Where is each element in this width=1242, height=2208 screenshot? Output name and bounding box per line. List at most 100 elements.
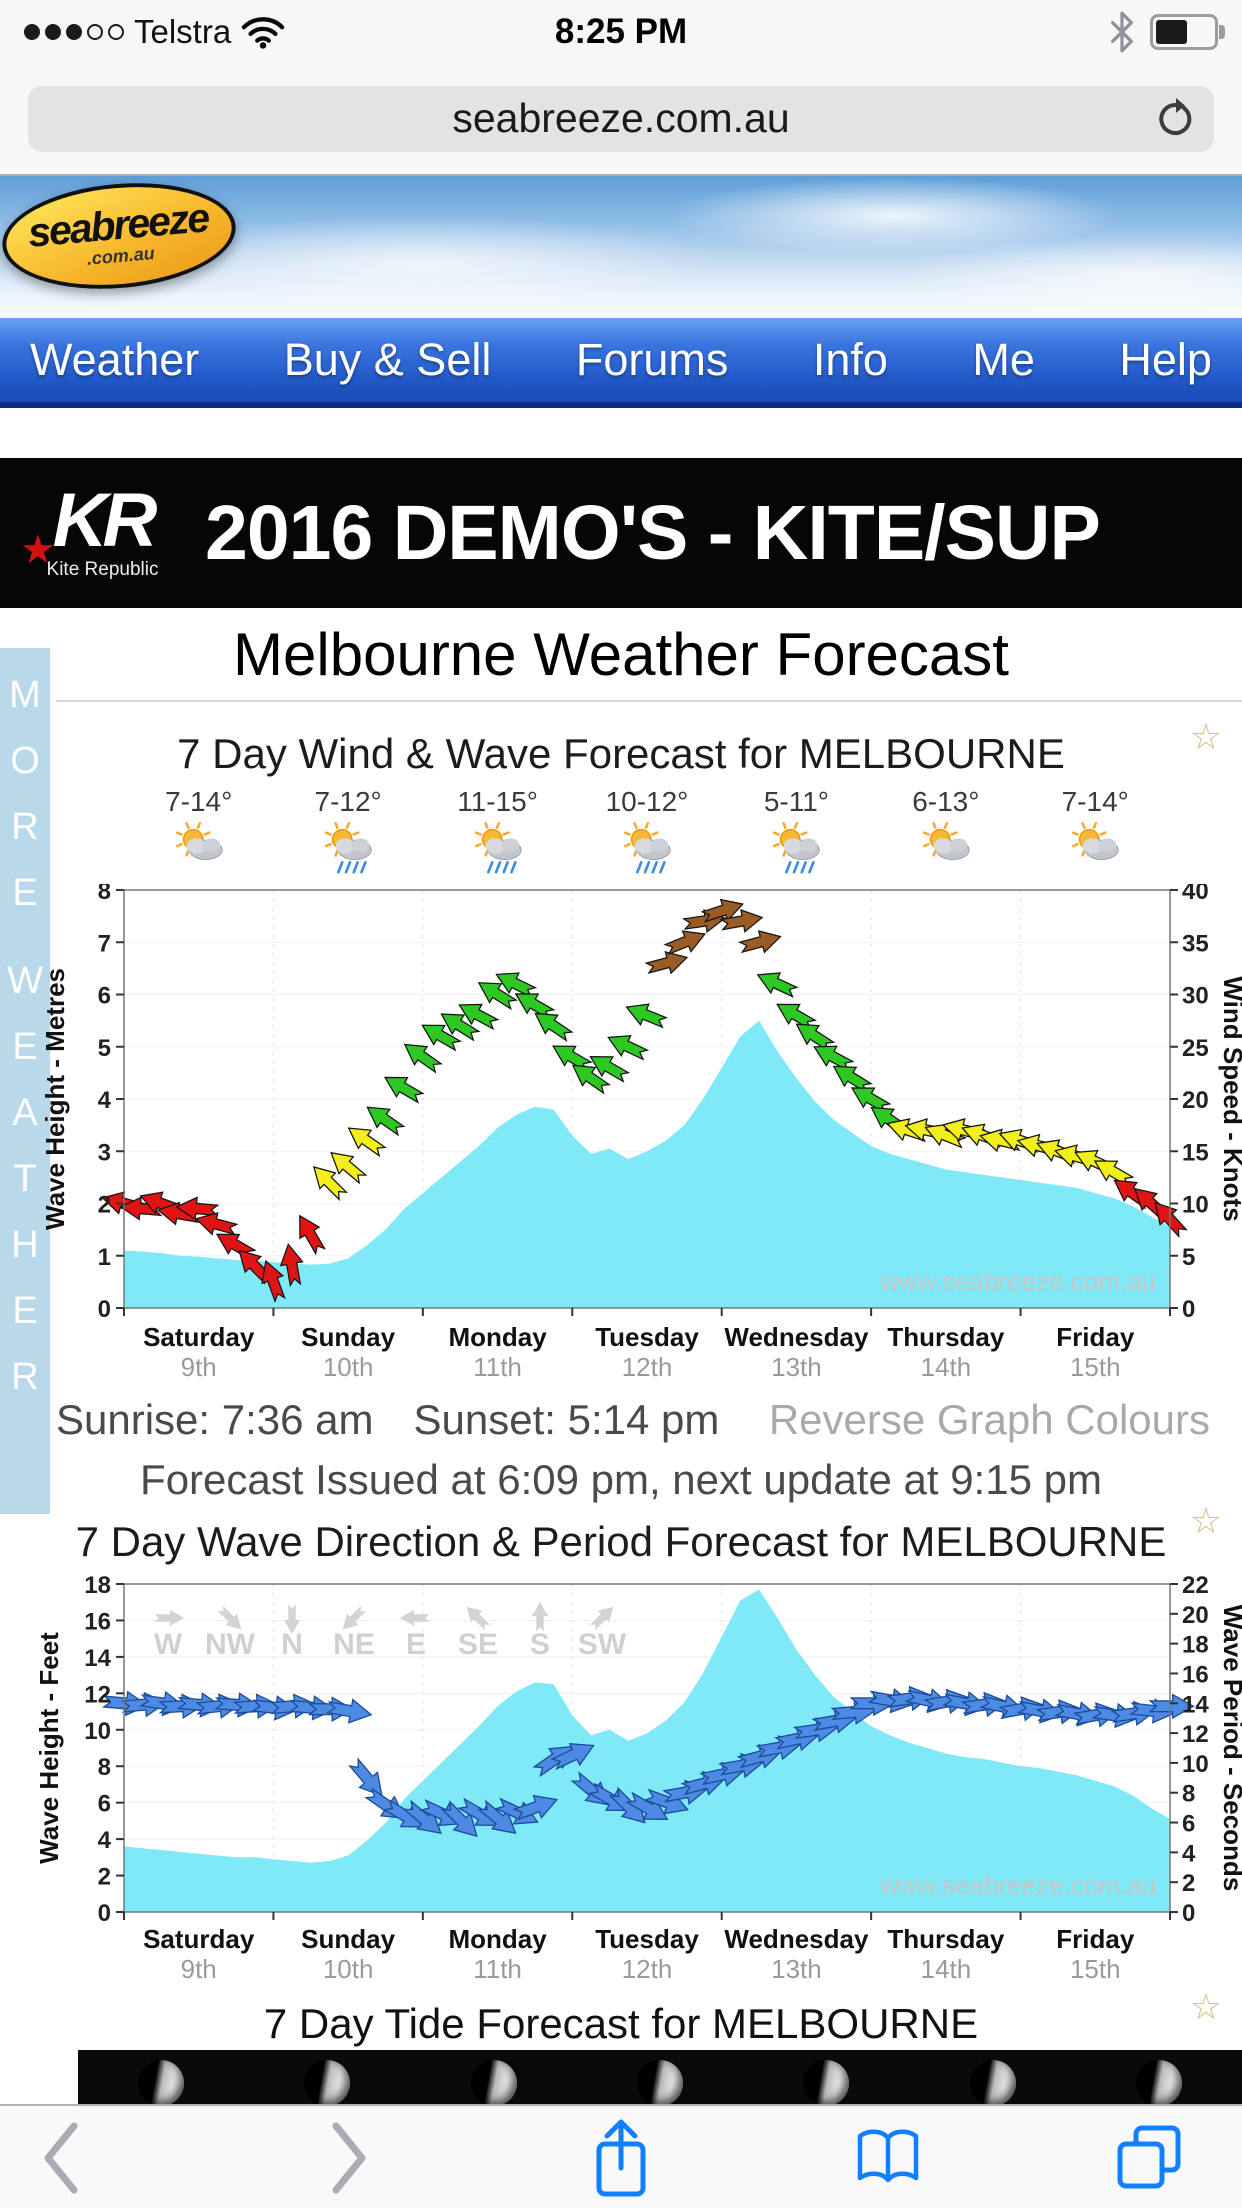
svg-text:12th: 12th xyxy=(622,1352,673,1382)
svg-text:0: 0 xyxy=(1182,1900,1195,1927)
signal-dot xyxy=(108,23,124,40)
svg-text:20: 20 xyxy=(1182,1087,1209,1114)
svg-text:W: W xyxy=(154,1628,183,1661)
svg-text:8: 8 xyxy=(98,884,111,905)
signal-dot xyxy=(24,23,40,40)
svg-text:Wave Height - Metres: Wave Height - Metres xyxy=(40,968,70,1230)
svg-text:12th: 12th xyxy=(622,1954,673,1984)
sidebar-letter: E xyxy=(12,1290,38,1332)
reverse-graph-colours-link[interactable]: Reverse Graph Colours xyxy=(768,1396,1210,1443)
url-field[interactable]: seabreeze.com.au xyxy=(28,85,1214,152)
svg-text:4: 4 xyxy=(98,1087,112,1114)
svg-text:14: 14 xyxy=(84,1645,111,1672)
sidebar-letter: E xyxy=(12,872,38,914)
svg-text:5: 5 xyxy=(1182,1244,1195,1271)
wave-direction-chart: www.seabreeze.com.auW NW N NE E SE S SW02468101… xyxy=(34,1572,1242,1984)
moon-phase-icon xyxy=(1135,2060,1182,2106)
svg-text:Tuesday: Tuesday xyxy=(595,1322,699,1352)
day-temp-label: 7-14° xyxy=(1061,786,1129,817)
status-left-group: Telstra xyxy=(24,13,285,51)
svg-text:www.seabreeze.com.au: www.seabreeze.com.au xyxy=(879,1870,1156,1900)
svg-text:12: 12 xyxy=(1182,1721,1209,1748)
favorite-star-icon[interactable]: ☆ xyxy=(1189,1986,1222,2027)
main-nav: Weather Buy & Sell Forums Info Me Help xyxy=(0,318,1242,408)
tabs-button[interactable] xyxy=(1112,2106,1186,2208)
nav-forums[interactable]: Forums xyxy=(575,334,729,385)
wind-wave-chart: www.seabreeze.com.au 0 1 2 3 4 5 6 7 8 0 5 10 15 20 25 3… xyxy=(40,884,1242,1382)
svg-text:1: 1 xyxy=(98,1244,111,1271)
svg-text:15th: 15th xyxy=(1070,1352,1121,1382)
nav-buy-sell[interactable]: Buy & Sell xyxy=(283,334,492,385)
svg-text:NW: NW xyxy=(205,1628,256,1661)
seabreeze-logo-domain: .com.au xyxy=(85,242,156,269)
cell-signal-icon xyxy=(24,23,124,40)
svg-text:SW: SW xyxy=(578,1628,627,1661)
svg-text:16: 16 xyxy=(1182,1661,1209,1688)
svg-text:18: 18 xyxy=(1182,1632,1209,1659)
svg-text:E: E xyxy=(406,1628,426,1661)
day-temp-label: 7-12° xyxy=(314,786,382,817)
battery-nub xyxy=(1219,24,1225,39)
svg-text:10: 10 xyxy=(84,1718,111,1745)
refresh-icon[interactable] xyxy=(1154,97,1198,142)
svg-text:25: 25 xyxy=(1182,1035,1209,1062)
wifi-icon xyxy=(241,16,285,49)
seabreeze-logo[interactable]: seabreeze .com.au xyxy=(0,176,241,298)
favorite-star-icon[interactable]: ☆ xyxy=(1189,716,1222,757)
weather-icon-cell xyxy=(722,820,871,874)
nav-help[interactable]: Help xyxy=(1119,334,1212,385)
back-button[interactable] xyxy=(36,2106,88,2208)
svg-text:10: 10 xyxy=(1182,1192,1209,1219)
nav-me[interactable]: Me xyxy=(972,334,1035,385)
ad-banner-text: 2016 DEMO'S - KITE/SUP xyxy=(205,489,1101,576)
svg-text:www.seabreeze.com.au: www.seabreeze.com.au xyxy=(879,1266,1156,1296)
site-header: seabreeze .com.au xyxy=(0,176,1242,318)
svg-text:Saturday: Saturday xyxy=(143,1924,255,1954)
moon-phase-icon xyxy=(969,2060,1016,2106)
svg-text:Wind Speed - Knots: Wind Speed - Knots xyxy=(1218,976,1242,1221)
svg-text:14th: 14th xyxy=(921,1352,972,1382)
favorite-star-icon[interactable]: ☆ xyxy=(1189,1500,1222,1541)
forward-chevron-icon xyxy=(332,2122,366,2194)
svg-text:9th: 9th xyxy=(181,1954,217,1984)
weather-icon-cell xyxy=(273,820,422,874)
nav-weather[interactable]: Weather xyxy=(30,334,200,385)
day-temp-label: 6-13° xyxy=(912,786,980,817)
share-button[interactable] xyxy=(585,2106,657,2208)
svg-text:8: 8 xyxy=(1182,1781,1195,1808)
tide-chart-preview xyxy=(78,2050,1242,2108)
svg-text:Tuesday: Tuesday xyxy=(595,1924,699,1954)
kite-republic-ad-banner[interactable]: KR ★ Kite Republic 2016 DEMO'S - KITE/SU… xyxy=(0,458,1242,608)
bookmarks-button[interactable] xyxy=(852,2106,924,2208)
svg-text:5: 5 xyxy=(98,1035,111,1062)
daily-weather-icons-row xyxy=(124,820,1170,874)
kr-logo-letters: KR xyxy=(52,477,158,563)
sidebar-letter: R xyxy=(11,1356,39,1398)
svg-text:Friday: Friday xyxy=(1056,1924,1135,1954)
nav-info[interactable]: Info xyxy=(812,334,888,385)
svg-text:NE: NE xyxy=(333,1628,375,1661)
svg-text:6: 6 xyxy=(98,983,111,1010)
weather-icon-cell xyxy=(124,820,273,874)
tide-chart-title: 7 Day Tide Forecast for MELBOURNE xyxy=(263,2000,979,2047)
kite-republic-logo: KR ★ Kite Republic xyxy=(0,477,205,581)
sidebar-letter: T xyxy=(13,1158,37,1200)
sidebar-letter: H xyxy=(11,1224,39,1266)
svg-text:2: 2 xyxy=(98,1192,111,1219)
svg-text:0: 0 xyxy=(98,1900,111,1927)
svg-text:13th: 13th xyxy=(771,1352,822,1382)
svg-text:40: 40 xyxy=(1182,884,1209,905)
wave-direction-chart-title: 7 Day Wave Direction & Period Forecast f… xyxy=(75,1518,1167,1565)
day-temp-label: 10-12° xyxy=(605,786,689,817)
svg-text:9th: 9th xyxy=(181,1352,217,1382)
sidebar-letter: W xyxy=(7,960,43,1002)
weather-icon-sun-showers xyxy=(773,821,821,874)
svg-text:8: 8 xyxy=(98,1754,111,1781)
svg-text:15th: 15th xyxy=(1070,1954,1121,1984)
svg-text:10: 10 xyxy=(1182,1751,1209,1778)
forward-button[interactable] xyxy=(322,2106,374,2208)
sidebar-letter: A xyxy=(12,1092,38,1134)
status-right-group xyxy=(1108,9,1225,55)
moon-phase-icon xyxy=(637,2060,683,2106)
